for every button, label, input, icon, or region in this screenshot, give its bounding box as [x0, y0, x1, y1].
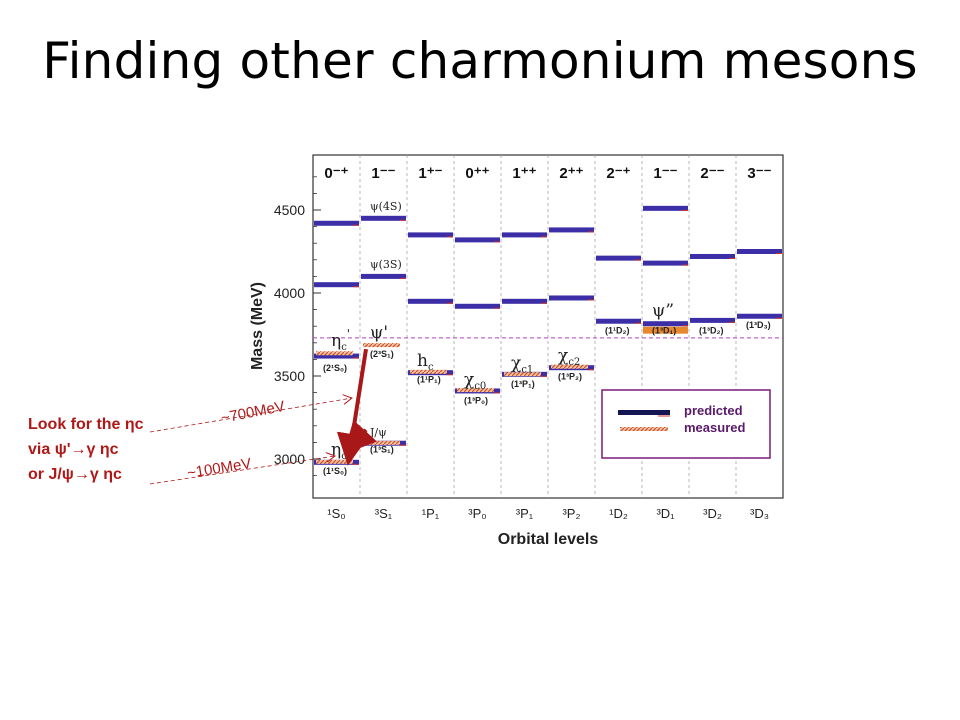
y-tick-label: 3000 — [274, 451, 305, 467]
predicted-level — [737, 313, 782, 319]
spectroscopic-label: (1³D₂) — [699, 326, 724, 336]
spectroscopic-label: (1¹D₂) — [605, 326, 630, 336]
predicted-level — [737, 249, 782, 254]
predicted-level — [690, 253, 735, 259]
legend-measured-swatch — [620, 427, 668, 431]
state-label: J/ψ — [369, 426, 387, 439]
state-label-sub: c — [428, 362, 434, 373]
state-label-sub: c — [341, 342, 347, 353]
jpc-label: 1⁻⁻ — [653, 165, 677, 182]
measured-level — [457, 388, 494, 393]
annotation-line-700 — [149, 398, 352, 433]
y-tick-label: 4500 — [274, 202, 305, 218]
predicted-level — [596, 318, 641, 324]
predicted-level — [643, 205, 688, 211]
predicted-level — [314, 353, 359, 359]
jpc-label: 1⁺⁺ — [512, 165, 536, 182]
spectroscopic-label: (1³D₃) — [746, 320, 771, 330]
spectroscopic-label: (2³S₁) — [370, 349, 394, 359]
legend-predicted-label: predicted — [684, 403, 743, 418]
state-label: ψ” — [652, 301, 674, 321]
predicted-level — [455, 237, 500, 243]
y-axis-label: Mass (MeV) — [249, 282, 266, 370]
level-label: ³S₁ — [375, 506, 393, 521]
transition-arrow — [343, 419, 378, 455]
spectroscopic-label: (1³P₀) — [464, 395, 488, 405]
state-label: ψ(4S) — [370, 200, 402, 213]
level-label: ¹S₀ — [327, 506, 345, 521]
annotation-note: Look for the ηc via ψ'→γ ηc or J/ψ→γ ηc — [28, 412, 144, 487]
spectroscopic-label: (1¹P₁) — [417, 375, 441, 385]
level-label: ³P₁ — [516, 506, 534, 521]
level-label: ¹D₂ — [609, 506, 628, 521]
measured-level — [410, 369, 447, 374]
annotation-line-100 — [149, 456, 335, 485]
measured-level — [363, 343, 400, 348]
state-label-sub: c0 — [474, 381, 486, 392]
jpc-label: 0⁻⁺ — [324, 165, 348, 182]
spectroscopic-label: (2¹S₀) — [323, 363, 347, 373]
state-label-sup: ' — [347, 327, 350, 341]
page-title: Finding other charmonium mesons — [42, 32, 918, 90]
level-label: ¹P₁ — [422, 506, 440, 521]
predicted-level — [314, 282, 359, 288]
spectroscopic-label: (1³P₂) — [558, 371, 582, 381]
state-label-sub: c2 — [568, 357, 580, 368]
note-line-3: or J/ψ→γ ηc — [28, 466, 122, 483]
psi-double-prime-measured — [643, 326, 688, 334]
predicted-level — [408, 232, 453, 238]
y-tick-label: 3500 — [274, 368, 305, 384]
annotation-100mev: ~100MeV — [186, 455, 253, 482]
predicted-level — [502, 298, 547, 304]
spectroscopic-label: (1¹S₀) — [323, 466, 347, 476]
predicted-level — [455, 303, 500, 309]
state-label-sub: c1 — [521, 365, 533, 376]
legend-box — [601, 389, 771, 459]
measured-level — [363, 440, 400, 445]
predicted-level — [502, 232, 547, 238]
spectroscopic-label: (1³P₁) — [511, 379, 535, 389]
annotation-700mev: ~700MeV — [220, 398, 287, 427]
note-line-1: Look for the ηc — [28, 416, 144, 433]
level-label: ³P₂ — [562, 506, 580, 521]
predicted-level — [690, 317, 735, 323]
state-label: ψ(3S) — [370, 258, 402, 271]
jpc-label: 2⁺⁺ — [559, 165, 583, 182]
y-tick-label: 4000 — [274, 285, 305, 301]
predicted-level — [549, 295, 594, 301]
jpc-label: 3⁻⁻ — [747, 165, 771, 182]
measured-level — [551, 364, 588, 369]
legend-predicted-swatch — [618, 410, 670, 415]
note-line-2: via ψ'→γ ηc — [28, 441, 119, 458]
legend-measured-label: measured — [684, 420, 745, 435]
predicted-level — [596, 255, 641, 261]
jpc-label: 2⁻⁻ — [700, 165, 724, 182]
measured-level — [316, 459, 353, 464]
predicted-level — [643, 321, 688, 327]
jpc-label: 1⁺⁻ — [418, 165, 442, 182]
spectroscopic-label: (1³S₁) — [370, 444, 394, 454]
predicted-level — [549, 227, 594, 233]
predicted-level — [314, 220, 359, 226]
jpc-label: 0⁺⁺ — [465, 165, 489, 182]
spectroscopic-label: (1³D₁) — [652, 326, 676, 336]
predicted-level — [361, 273, 406, 279]
jpc-label: 1⁻⁻ — [371, 165, 395, 182]
level-label: ³D₂ — [703, 506, 722, 521]
jpc-label: 2⁻⁺ — [606, 165, 630, 182]
measured-level — [504, 372, 541, 377]
level-label: ³D₃ — [750, 506, 769, 521]
state-label-sub: c — [341, 451, 347, 462]
predicted-level — [361, 215, 406, 221]
x-axis-label: Orbital levels — [498, 531, 599, 548]
state-label: ψ' — [370, 323, 388, 343]
level-label: ³D₁ — [656, 506, 675, 521]
level-label: ³P₀ — [468, 506, 486, 521]
measured-level — [316, 351, 353, 356]
predicted-level — [408, 298, 453, 304]
predicted-level — [643, 260, 688, 266]
